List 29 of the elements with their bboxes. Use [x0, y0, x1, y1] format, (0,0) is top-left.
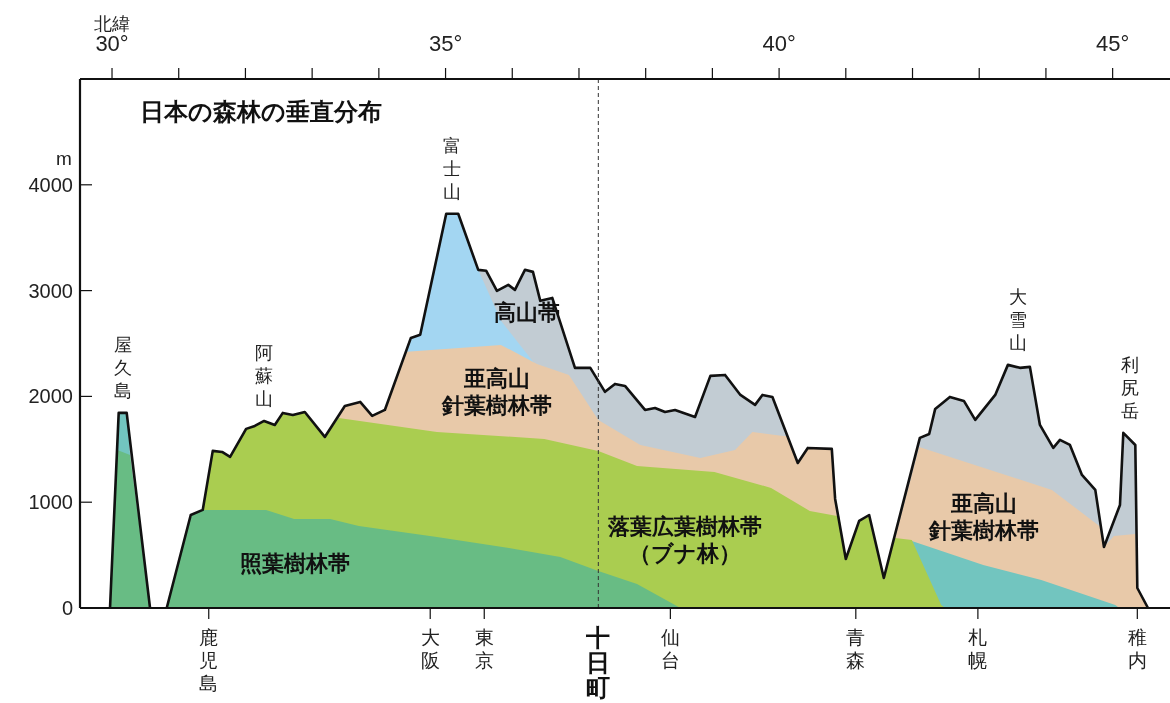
y-tick-label: 4000 [28, 173, 73, 196]
x-tick-label: 40° [762, 31, 796, 56]
series-label: 落葉広葉樹林帯（ブナ林） [607, 513, 763, 566]
annotation: 稚内 [1127, 627, 1147, 671]
annotation: 大雪山 [1008, 286, 1027, 353]
annotation: 青森 [846, 627, 866, 671]
annotation: 阿蘇山 [255, 342, 274, 409]
annotation: 富士山 [443, 135, 462, 202]
x-axis-title: 北緯 [94, 14, 130, 34]
series-label: 亜高山針葉樹林帯 [441, 365, 553, 418]
text: 日本の森林の垂直分布 [140, 98, 382, 125]
y-axis-title: m [56, 147, 72, 169]
ref-line-label: 十日町 [585, 624, 611, 701]
x-tick-label: 35° [428, 31, 463, 56]
annotation: 大阪 [420, 627, 440, 671]
annotation: 屋久島 [113, 334, 132, 401]
annotation: 東京 [474, 627, 494, 671]
x-tick-label: 45° [1095, 31, 1130, 56]
annotation: 仙台 [660, 627, 680, 671]
text: 亜高山針葉樹林帯 [928, 491, 1039, 544]
y-tick-label: 3000 [28, 279, 73, 302]
annotation: 鹿児島 [199, 627, 219, 694]
x-tick-label: 30° [95, 31, 129, 56]
annotation: 札幌 [968, 627, 988, 671]
y-tick-label: 2000 [28, 385, 73, 408]
y-tick-label: 1000 [28, 491, 73, 514]
annotation: 利尻岳 [1120, 354, 1139, 421]
y-tick-label: 0 [61, 597, 73, 619]
series-label: 照葉樹林帯 [240, 551, 351, 577]
